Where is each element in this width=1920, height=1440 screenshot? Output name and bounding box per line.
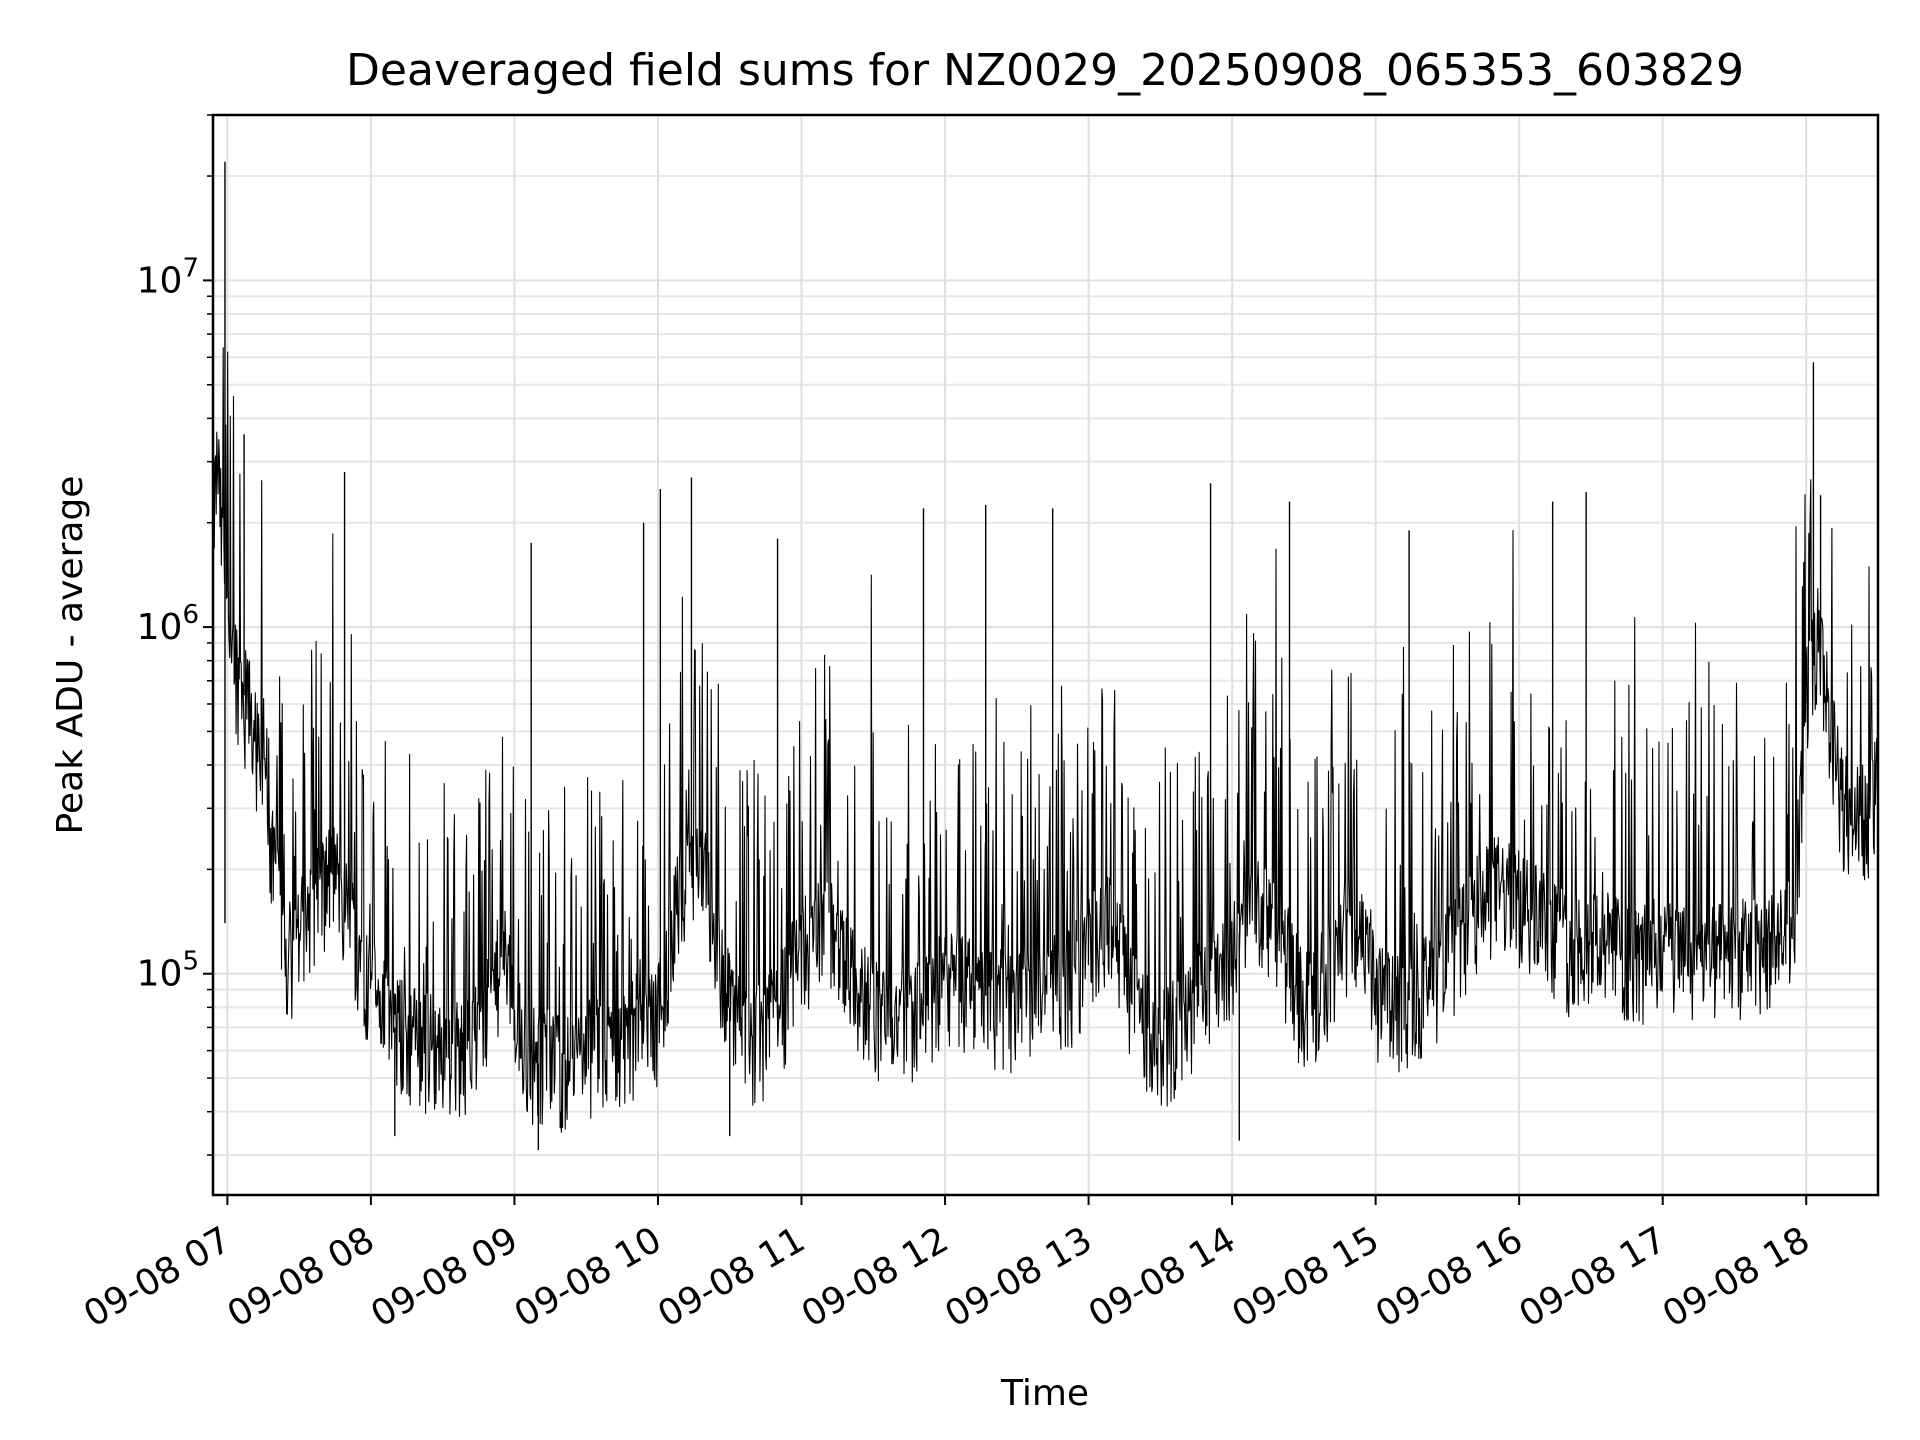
y-axis-label: Peak ADU - average <box>50 476 91 835</box>
y-tick-label: 106 <box>137 600 199 648</box>
series-line <box>212 347 1879 1133</box>
series-group <box>212 161 1879 1151</box>
y-tick-label: 107 <box>137 253 199 301</box>
y-ticks: 105 106 107 <box>137 114 213 1156</box>
chart-title: Deaveraged field sums for NZ0029_2025090… <box>346 45 1744 96</box>
x-axis-label: Time <box>1000 1373 1089 1414</box>
y-tick-label: 105 <box>137 947 199 995</box>
plot-frame <box>211 113 1880 1197</box>
